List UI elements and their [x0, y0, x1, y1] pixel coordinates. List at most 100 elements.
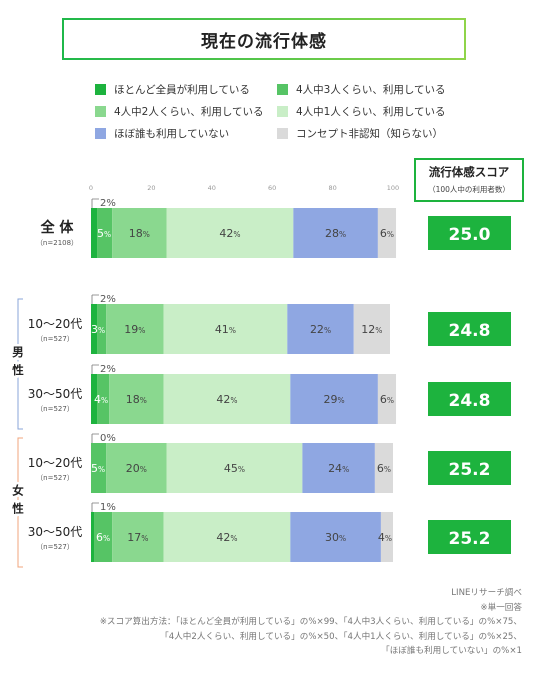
score-value: 25.0 [449, 225, 491, 245]
bar-segment [91, 304, 98, 354]
bar-segment [163, 304, 288, 354]
category-n-label: （n=527） [36, 474, 74, 482]
legend-item-half: 4人中2人くらい、利用している [95, 104, 264, 119]
chart-title-box: 現在の流行体感 [62, 18, 466, 60]
bar-value-label-top: 2% [100, 364, 116, 375]
legend-swatch [277, 128, 288, 139]
category-n-label: （n=527） [36, 405, 74, 413]
bar-segment [380, 512, 393, 562]
label-leader [91, 198, 99, 208]
legend-swatch [95, 106, 106, 117]
bar-value-label: 42% [219, 227, 240, 240]
score-box [428, 382, 511, 416]
bar-value-label: 42% [216, 393, 237, 406]
x-tick-label: 80 [328, 184, 336, 192]
score-header-sub: （100人中の利用者数） [428, 184, 510, 194]
bar-value-label: 4% [378, 531, 392, 544]
legend-swatch [277, 106, 288, 117]
score-value: 24.8 [449, 391, 491, 411]
bar-segment [91, 374, 98, 424]
bar-value-label-top: 1% [100, 502, 116, 513]
bar-segment [109, 374, 164, 424]
score-box [428, 312, 511, 346]
category-label: 30～50代 [28, 525, 83, 539]
x-tick-label: 40 [208, 184, 216, 192]
group-bracket [17, 298, 23, 430]
legend-swatch [95, 128, 106, 139]
group-label: 性 [12, 363, 24, 377]
score-method-note-3: 「ほぼ誰も利用していない」の%×1 [381, 646, 522, 656]
legend-label: 4人中2人くらい、利用している [114, 106, 264, 118]
group-label: 男 [12, 345, 24, 359]
bar-segment [106, 304, 164, 354]
group-bracket [17, 437, 23, 568]
bar-segment [163, 374, 291, 424]
bar-value-label-top: 0% [100, 433, 116, 444]
bar-segment [91, 512, 95, 562]
bar-segment [112, 512, 164, 562]
bar-value-label: 6% [380, 393, 394, 406]
bar-value-label: 4% [94, 393, 108, 406]
bar-segment [106, 443, 167, 493]
bar-segment [302, 443, 375, 493]
bar-segment [287, 304, 354, 354]
legend-item-three-quarters: 4人中3人くらい、利用している [277, 82, 446, 97]
footnotes: LINEリサーチ調べ ※単一回答 ※スコア算出方法：「ほとんど全員が利用している… [100, 586, 522, 659]
chart-title: 現在の流行体感 [201, 31, 327, 52]
bar-value-label: 42% [216, 531, 237, 544]
label-leader [91, 502, 99, 512]
score-box [428, 520, 511, 554]
bar-value-label: 19% [124, 323, 145, 336]
answer-note: ※単一回答 [480, 602, 522, 613]
bar-segment [91, 443, 107, 493]
legend-label: ほぼ誰も利用していない [114, 128, 230, 140]
bar-value-label: 6% [377, 462, 391, 475]
bar-value-label: 41% [215, 323, 236, 336]
legend-swatch [277, 84, 288, 95]
x-tick-label: 60 [268, 184, 276, 192]
x-tick-label: 0 [89, 184, 93, 192]
bar-segment [290, 512, 381, 562]
category-label: 30～50代 [28, 387, 83, 401]
x-tick-label: 100 [387, 184, 399, 192]
x-tick-label: 20 [147, 184, 155, 192]
bar-value-label: 3% [91, 323, 105, 336]
bar-segment [377, 208, 397, 258]
bar-segment [97, 374, 110, 424]
category-n-label: （n=2108） [36, 239, 78, 247]
bar-segment [166, 208, 294, 258]
bar-value-label: 18% [129, 227, 150, 240]
bar-value-label: 24% [328, 462, 349, 475]
legend-item-all: ほとんど全員が利用している [95, 82, 250, 97]
category-label: 10～20代 [28, 317, 83, 331]
score-header-title: 流行体感スコア [429, 165, 510, 179]
legend-item-quarter: 4人中1人くらい、利用している [277, 104, 446, 119]
bar-value-label: 5% [97, 227, 111, 240]
bar-value-label: 28% [325, 227, 346, 240]
score-method-note-1: ※スコア算出方法：「ほとんど全員が利用している」の%×99、「4人中3人くらい、… [99, 617, 522, 627]
score-method-note-2: 「4人中2人くらい、利用している」の%×50、「4人中1人くらい、利用している」… [160, 631, 522, 642]
bar-segment [353, 304, 390, 354]
group-label: 性 [12, 502, 24, 516]
bar-value-label: 12% [361, 323, 382, 336]
legend-swatch [95, 84, 106, 95]
score-value: 25.2 [449, 529, 491, 549]
bar-value-label: 5% [91, 462, 105, 475]
score-header-box [414, 158, 524, 202]
category-n-label: （n=527） [36, 543, 74, 551]
bar-segment [293, 208, 378, 258]
label-leader [91, 364, 99, 374]
legend-item-unaware: コンセプト非認知（知らない） [277, 126, 443, 141]
bar-value-label: 6% [96, 531, 110, 544]
bar-value-label: 18% [126, 393, 147, 406]
bar-value-label-top: 2% [100, 294, 116, 305]
group-label: 女 [12, 484, 24, 498]
score-box [428, 216, 511, 250]
bar-segment [377, 374, 397, 424]
bar-value-label: 22% [310, 323, 331, 336]
legend-label: コンセプト非認知（知らない） [296, 128, 443, 140]
bar-segment [374, 443, 393, 493]
legend-label: 4人中3人くらい、利用している [296, 84, 446, 96]
bar-value-label-top: 2% [100, 198, 116, 209]
bar-value-label: 30% [325, 531, 346, 544]
